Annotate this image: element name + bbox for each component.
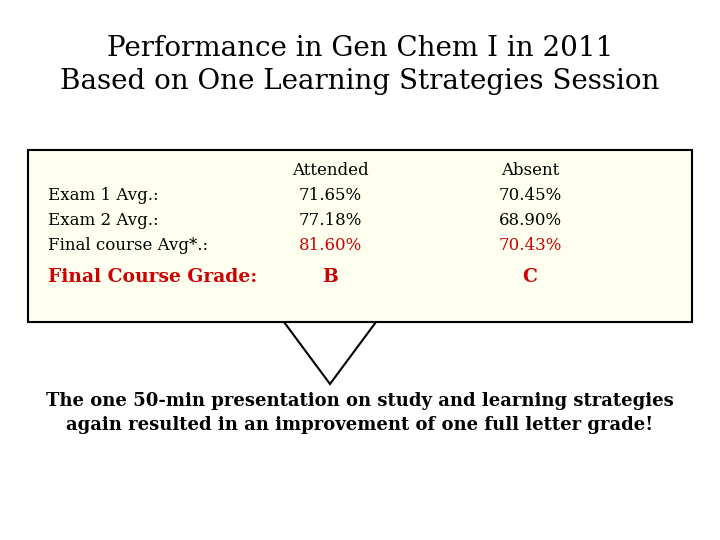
Text: 71.65%: 71.65% [298,187,361,204]
Text: Exam 1 Avg.:: Exam 1 Avg.: [48,187,158,204]
Text: Attended: Attended [292,162,369,179]
Text: C: C [523,268,537,286]
Text: 70.45%: 70.45% [498,187,562,204]
Text: Exam 2 Avg.:: Exam 2 Avg.: [48,212,158,229]
Polygon shape [284,322,376,384]
Bar [28,150,692,322]
Text: 77.18%: 77.18% [298,212,361,229]
Text: Final Course Grade:: Final Course Grade: [48,268,257,286]
Text: 70.43%: 70.43% [498,237,562,254]
Text: 68.90%: 68.90% [498,212,562,229]
Text: Absent: Absent [501,162,559,179]
Text: Final course Avg*.:: Final course Avg*.: [48,237,208,254]
Text: B: B [322,268,338,286]
Text: 81.60%: 81.60% [298,237,361,254]
Text: The one 50-min presentation on study and learning strategies
again resulted in a: The one 50-min presentation on study and… [46,392,674,434]
Text: Performance in Gen Chem I in 2011
Based on One Learning Strategies Session: Performance in Gen Chem I in 2011 Based … [60,35,660,95]
